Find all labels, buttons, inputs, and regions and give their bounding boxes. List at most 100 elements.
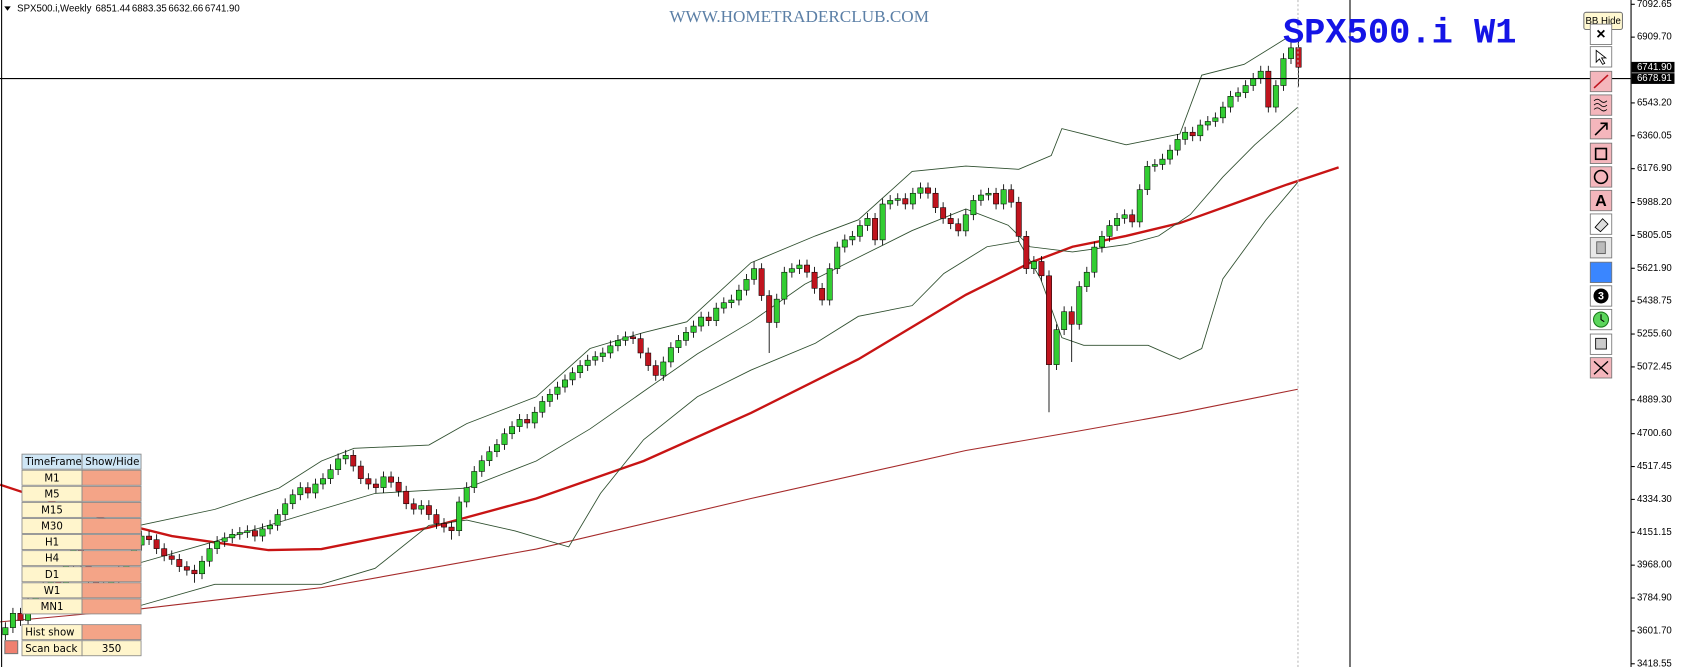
candle-body: [486, 451, 493, 461]
scan-back-value-cell[interactable]: [81, 640, 142, 657]
tool-rectangle[interactable]: [1589, 142, 1613, 164]
candle-body: [1167, 149, 1173, 160]
y-tick-label: 4334.30: [1637, 494, 1672, 505]
tool-color[interactable]: [1589, 261, 1613, 283]
candle-body: [902, 198, 909, 205]
y-tick-label: 3601.70: [1637, 625, 1672, 636]
bb-hide-label[interactable]: BB Hide: [1585, 16, 1620, 27]
candle-body: [1091, 246, 1098, 273]
tool-ellipse-icon[interactable]: [1593, 169, 1609, 185]
candle-body: [1219, 106, 1226, 119]
tool-save-icon[interactable]: [1595, 337, 1607, 350]
candle-body: [569, 372, 576, 381]
indicator-line: [139, 106, 1299, 564]
timeframe-label[interactable]: H4: [45, 554, 59, 565]
tool-close-icon[interactable]: ×: [1596, 25, 1605, 43]
candle-body: [350, 455, 357, 467]
tool-ellipse[interactable]: [1589, 166, 1613, 188]
candle-body: [433, 514, 440, 524]
candle-body: [1023, 236, 1030, 269]
candle-body: [1151, 164, 1158, 167]
candle-body: [962, 214, 969, 232]
timeframe-toggle-cell[interactable]: [81, 485, 142, 502]
candle-body: [1053, 329, 1060, 365]
candle-body: [524, 419, 531, 424]
tool-count-badge[interactable]: [1593, 288, 1609, 304]
price-label-box: [1631, 61, 1675, 73]
candle-body: [1046, 275, 1052, 365]
indicator-line: [139, 37, 1288, 526]
candle-body: [1280, 58, 1287, 86]
timeframe-toggle-cell[interactable]: [81, 501, 142, 518]
candle-body: [229, 534, 236, 539]
tool-text-icon[interactable]: A: [1595, 192, 1607, 210]
timeframe-label[interactable]: MN1: [41, 602, 64, 613]
ohlc-high: 6883.35: [132, 4, 167, 15]
timeframe-label[interactable]: D1: [45, 570, 59, 581]
candle-body: [1061, 311, 1068, 330]
tool-arrow-icon[interactable]: [1594, 122, 1608, 136]
hist-show-toggle-cell[interactable]: [81, 624, 142, 641]
tool-eraser-icon[interactable]: [1594, 218, 1609, 233]
timeframe-toggle-cell[interactable]: [81, 534, 142, 551]
timeframe-label[interactable]: M15: [41, 505, 63, 516]
timeframe-toggle-cell[interactable]: [81, 566, 142, 583]
timeframe-toggle-cell[interactable]: [81, 518, 142, 534]
candle-body: [1076, 286, 1083, 325]
timeframe-toggle-cell[interactable]: [81, 469, 142, 486]
hist-show-label[interactable]: Hist show: [25, 628, 74, 639]
timeframe-label[interactable]: W1: [44, 586, 61, 597]
candle-body: [244, 530, 251, 533]
candle-body: [788, 268, 795, 273]
tool-count-icon[interactable]: 3: [1598, 290, 1604, 302]
tool-delete-icon[interactable]: [1596, 241, 1606, 255]
tool-close[interactable]: [1589, 23, 1613, 45]
timeframe-label[interactable]: M1: [44, 473, 59, 484]
indicator-line: [0, 388, 1298, 623]
candle-body: [720, 302, 727, 309]
candle-body: [214, 541, 221, 549]
candle-body: [1250, 78, 1257, 86]
timeframe-label[interactable]: M30: [41, 522, 63, 533]
candle-body: [372, 483, 379, 488]
candle-body: [917, 187, 924, 194]
scan-back-value[interactable]: 350: [102, 644, 121, 655]
candle-body: [879, 203, 886, 241]
candle-body: [297, 487, 304, 496]
y-tick-label: 5438.75: [1637, 296, 1672, 307]
candle-body: [335, 458, 342, 470]
tool-text[interactable]: [1589, 189, 1613, 212]
y-tick-label: 3784.90: [1637, 593, 1672, 604]
tool-clock-hands[interactable]: [1600, 314, 1605, 323]
timeframe-toggle-cell[interactable]: [81, 582, 142, 599]
tool-cursor-icon[interactable]: [1595, 49, 1608, 65]
candle-body: [365, 478, 372, 485]
panel-header: Show/Hide: [85, 457, 139, 468]
price-axis: 7092.65 6909.70 6543.20 6360.05 6176.90 5988.…: [1630, 0, 1675, 667]
candle-body: [320, 478, 326, 485]
chart-title: SPX500.i W1: [1283, 14, 1517, 54]
candle-body: [819, 288, 826, 301]
timeframe-label[interactable]: M5: [44, 489, 59, 500]
candle-body: [1197, 124, 1204, 137]
candle-body: [751, 268, 758, 280]
timeframe-toggle-cell[interactable]: [81, 598, 142, 615]
y-tick-label: 5072.45: [1637, 361, 1672, 372]
candle-body: [380, 476, 387, 488]
candle-body: [630, 336, 637, 339]
hist-toggle[interactable]: [4, 640, 19, 655]
candle-body: [592, 356, 599, 361]
tool-line-icon[interactable]: [1593, 74, 1609, 89]
candle-body: [743, 279, 750, 291]
candle-body: [698, 316, 705, 327]
timeframe-label[interactable]: H1: [45, 538, 59, 549]
tool-rectangle-icon[interactable]: [1594, 147, 1608, 161]
tool-fibo-icon[interactable]: [1593, 98, 1608, 112]
timeframe-toggle-cell[interactable]: [81, 550, 142, 567]
tool-cut-icon[interactable]: [1593, 360, 1609, 375]
menu-arrow[interactable]: [4, 6, 11, 11]
candle-body: [403, 490, 410, 505]
y-tick-label: 3968.00: [1637, 560, 1672, 571]
